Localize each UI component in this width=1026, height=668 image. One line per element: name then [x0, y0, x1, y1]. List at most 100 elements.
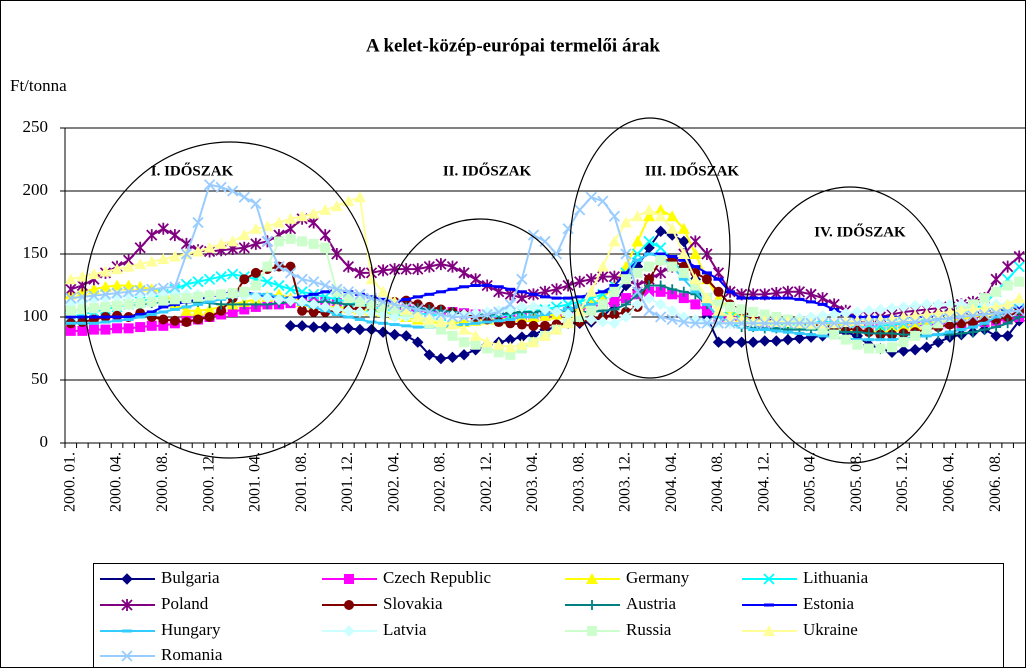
marker: [458, 311, 470, 323]
marker: [885, 321, 898, 333]
marker: [469, 311, 482, 323]
marker: [203, 273, 216, 285]
marker: [516, 301, 528, 313]
marker: [169, 281, 181, 293]
marker: [215, 271, 227, 283]
marker: [550, 306, 563, 318]
marker: [121, 599, 133, 611]
x-tick-label: 2001. 08.: [293, 452, 310, 512]
marker: [587, 600, 597, 610]
marker: [157, 282, 169, 294]
marker: [1002, 260, 1014, 273]
marker: [354, 288, 366, 300]
marker: [701, 274, 712, 285]
marker: [863, 343, 874, 354]
y-axis-label: Ft/tonna: [10, 76, 67, 95]
marker: [99, 280, 112, 292]
marker: [493, 306, 505, 318]
marker: [169, 315, 180, 326]
period-ellipse: [384, 218, 576, 426]
marker: [284, 212, 297, 224]
marker: [377, 264, 389, 277]
marker: [296, 210, 309, 222]
marker: [99, 288, 112, 300]
marker: [354, 266, 366, 279]
marker: [446, 351, 459, 364]
marker: [1002, 318, 1013, 329]
marker: [307, 298, 320, 311]
marker: [100, 301, 111, 312]
marker: [319, 229, 331, 242]
marker: [272, 216, 285, 228]
marker: [343, 625, 355, 637]
marker: [353, 191, 366, 203]
marker: [134, 284, 146, 297]
marker: [435, 352, 447, 365]
marker: [435, 308, 447, 321]
marker: [1014, 276, 1025, 287]
marker: [135, 322, 146, 333]
marker: [296, 273, 308, 285]
marker: [227, 288, 238, 299]
marker: [539, 329, 551, 341]
marker: [735, 336, 748, 348]
marker: [597, 299, 608, 310]
marker: [331, 283, 343, 295]
marker: [747, 317, 759, 329]
marker: [700, 292, 713, 304]
marker: [655, 242, 667, 254]
marker: [631, 235, 644, 247]
marker: [932, 313, 944, 326]
marker: [747, 336, 759, 348]
marker: [979, 293, 990, 304]
legend-label: Czech Republic: [383, 568, 492, 587]
marker: [446, 311, 459, 323]
marker: [748, 306, 759, 317]
series-lines: [64, 179, 1026, 365]
marker: [632, 267, 643, 278]
marker: [250, 267, 261, 278]
marker: [763, 573, 775, 585]
marker: [574, 312, 585, 322]
marker: [262, 261, 273, 272]
marker: [331, 248, 343, 260]
marker: [550, 323, 563, 335]
marker: [377, 285, 390, 297]
marker: [816, 317, 829, 329]
marker: [596, 260, 609, 272]
marker: [250, 237, 262, 250]
marker: [689, 317, 701, 329]
marker: [852, 327, 863, 338]
marker: [215, 181, 227, 193]
marker: [1013, 250, 1025, 263]
marker: [689, 235, 701, 248]
marker: [620, 299, 631, 310]
y-tick-label: 200: [23, 180, 49, 199]
marker: [238, 191, 250, 203]
marker: [643, 203, 656, 215]
marker: [434, 316, 447, 328]
x-tick-label: 2004. 08.: [709, 452, 726, 512]
marker: [319, 301, 331, 313]
marker: [181, 293, 192, 304]
marker: [284, 294, 297, 307]
marker: [516, 319, 527, 330]
marker: [423, 306, 435, 318]
x-tick-label: 2002. 08.: [432, 452, 449, 512]
marker: [759, 309, 770, 320]
chart-title: A kelet-közép-európai termelői árak: [366, 35, 660, 56]
marker: [829, 329, 840, 340]
marker: [654, 225, 667, 238]
marker: [1001, 298, 1014, 310]
marker: [203, 241, 216, 253]
annotation: II. IDŐSZAK: [443, 162, 532, 179]
x-tick-label: 2001. 04.: [247, 452, 264, 512]
marker: [492, 338, 505, 350]
marker: [412, 303, 424, 316]
marker: [330, 200, 343, 212]
marker: [297, 236, 308, 247]
marker: [886, 317, 898, 329]
x-tick-label: 2002. 12.: [478, 452, 495, 512]
x-tick-label: 2004. 12.: [755, 452, 772, 512]
marker: [87, 268, 100, 280]
